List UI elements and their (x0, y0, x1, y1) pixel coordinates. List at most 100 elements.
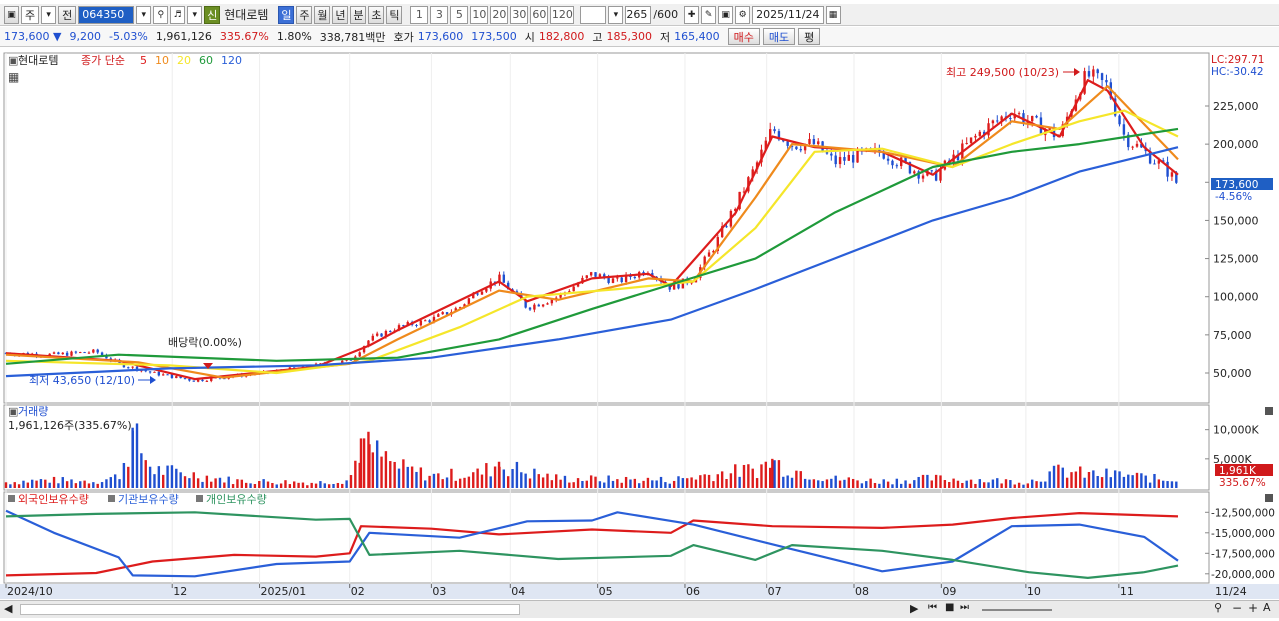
scroll-left-icon[interactable]: ◀ (4, 602, 13, 615)
volume-bar (616, 479, 619, 488)
interval-button-3[interactable]: 3 (430, 5, 449, 24)
volume-bar (345, 480, 348, 488)
interval-button-30[interactable]: 30 (510, 5, 529, 24)
candle-body (192, 380, 195, 382)
interval-button-1[interactable]: 1 (410, 5, 429, 24)
market-dropdown-icon[interactable]: ▾ (41, 5, 57, 24)
market-select[interactable]: 주 (21, 5, 40, 24)
interval-button-60[interactable]: 60 (530, 5, 549, 24)
x-tick-label: 08 (855, 585, 869, 598)
interval-button-10[interactable]: 10 (470, 5, 489, 24)
volume-bar (175, 468, 178, 488)
interval-custom-input[interactable] (580, 5, 607, 24)
candle-body (978, 131, 982, 136)
calendar-icon[interactable]: ▦ (825, 5, 841, 24)
settings-icon[interactable]: ⚙ (735, 5, 751, 24)
period-tab-3[interactable]: 년 (332, 5, 349, 24)
period-tab-2[interactable]: 월 (314, 5, 331, 24)
zoom-in-icon[interactable]: + (1248, 601, 1259, 615)
buy-button[interactable]: 매수 (727, 28, 760, 45)
volume-bar (725, 478, 728, 488)
volume-panel-menu-icon[interactable]: ▣ (8, 405, 18, 418)
interval-button-20[interactable]: 20 (490, 5, 509, 24)
period-tab-0[interactable]: 일 (278, 5, 295, 24)
volume-bar (148, 466, 152, 488)
grid-toggle-icon[interactable]: ▦ (8, 70, 19, 84)
candle-body (362, 346, 366, 353)
volume-bar (358, 462, 361, 488)
draw-icon[interactable]: ✎ (701, 5, 717, 24)
period-tab-4[interactable]: 분 (350, 5, 367, 24)
panel-menu-icon[interactable]: ▣ (8, 54, 18, 67)
candle-body (57, 352, 60, 355)
volume-bar (354, 460, 357, 488)
candle-body (607, 277, 610, 283)
candle-body (899, 157, 903, 167)
candle-body (541, 304, 545, 307)
candle-body (223, 378, 226, 380)
candle-body (375, 333, 379, 336)
volume-bar (686, 478, 689, 488)
zoom-slider[interactable] (982, 609, 1052, 611)
speaker-dropdown-icon[interactable]: ▾ (187, 5, 203, 24)
first-icon[interactable]: ⏮ (928, 602, 937, 613)
volume-bar (703, 474, 706, 488)
volume-bar (1026, 483, 1030, 488)
candle-body (1122, 124, 1126, 135)
volume-bar (437, 473, 440, 488)
layout-icon[interactable]: ▣ (4, 5, 19, 24)
horizontal-scrollbar[interactable]: ◀ ▶ ⏮ ■ ⏭ + − ⚲ A (0, 600, 1279, 618)
volume-bar (258, 481, 261, 488)
magnifier-icon[interactable]: ⚲ (1214, 601, 1223, 614)
period-tab-6[interactable]: 틱 (386, 5, 403, 24)
holdings-panel-close-icon[interactable] (1265, 494, 1273, 502)
code-dropdown-icon[interactable]: ▾ (136, 5, 152, 24)
scroll-thumb[interactable] (20, 604, 520, 615)
cross-icon[interactable]: ✚ (684, 5, 700, 24)
search-icon[interactable]: ⚲ (153, 5, 169, 24)
candle-body (1052, 127, 1056, 138)
volume-bar (26, 482, 30, 488)
sell-button[interactable]: 매도 (762, 28, 796, 45)
stock-code-input[interactable]: 064350 (78, 5, 135, 24)
period-tab-5[interactable]: 초 (368, 5, 385, 24)
volume-spike (359, 438, 363, 488)
candle-body (1048, 127, 1051, 130)
speaker-icon[interactable]: ♬ (170, 5, 186, 24)
period-tab-1[interactable]: 주 (296, 5, 313, 24)
candle-body (524, 299, 527, 308)
scroll-right-icon[interactable]: ▶ (910, 602, 919, 615)
volume-bar (1065, 477, 1069, 488)
interval-button-120[interactable]: 120 (550, 5, 575, 24)
volume-bar (533, 468, 536, 488)
interval-button-5[interactable]: 5 (450, 5, 469, 24)
volume-bar (1048, 471, 1051, 488)
volume-bar (454, 480, 457, 488)
volume-bar (140, 453, 143, 488)
volume-bar (109, 477, 113, 488)
prev-button[interactable]: 전 (58, 5, 77, 24)
candle-body (812, 138, 816, 145)
date-input[interactable]: 2025/11/24 (752, 5, 824, 24)
stop-icon[interactable]: ■ (945, 602, 955, 613)
last-icon[interactable]: ⏭ (960, 602, 969, 613)
stock-chart[interactable]: 225,000200,000175,000150,000125,000100,0… (0, 48, 1279, 600)
candle-body (179, 376, 182, 379)
count-input[interactable]: 265 (625, 5, 652, 24)
volume-bar (856, 480, 859, 488)
font-size-icon[interactable]: A (1263, 601, 1271, 614)
candle-body (703, 256, 706, 268)
zoom-out-icon[interactable]: − (1232, 601, 1243, 615)
candle-body (463, 304, 466, 308)
volume-panel-close-icon[interactable] (1265, 407, 1273, 415)
volume-bar (1166, 481, 1169, 488)
volume-bar (35, 480, 38, 488)
save-icon[interactable]: ▣ (718, 5, 734, 24)
open-label: 시 (524, 30, 535, 44)
candle-body (528, 307, 532, 310)
candle-body (96, 349, 99, 353)
volume-bar (65, 481, 69, 488)
volume-bar (860, 483, 864, 488)
eval-button[interactable]: 평 (798, 28, 821, 45)
interval-dropdown-icon[interactable]: ▾ (608, 5, 624, 24)
